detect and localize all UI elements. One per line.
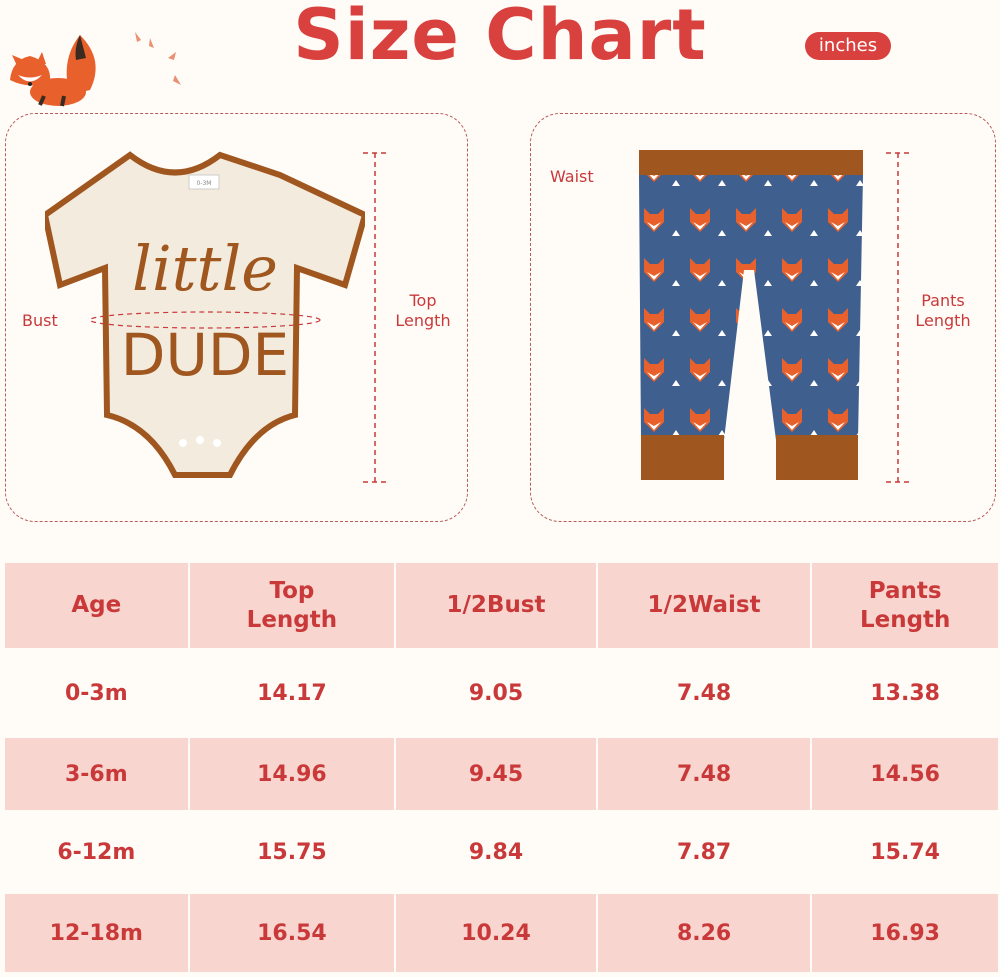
- cell-half-waist: 7.87: [597, 812, 811, 892]
- cell-half-bust: 10.24: [396, 894, 596, 972]
- cell-half-bust: 9.05: [396, 650, 596, 736]
- cell-age: 6-12m: [5, 812, 188, 892]
- header-text: Top: [269, 577, 315, 604]
- header-half-bust: 1/2Bust: [396, 563, 596, 648]
- page-title: Size Chart: [293, 0, 707, 76]
- cell-pants-length: 13.38: [812, 650, 998, 736]
- bust-label: Bust: [22, 311, 58, 330]
- waist-label: Waist: [550, 167, 594, 186]
- header-text: 1/2Bust: [446, 592, 546, 618]
- cell-age: 0-3m: [5, 650, 188, 736]
- cell-half-waist: 7.48: [597, 650, 811, 736]
- pants-length-label: Pants Length: [908, 291, 978, 331]
- header-age: Age: [5, 563, 188, 648]
- print-dude: DUDE: [121, 321, 289, 389]
- print-little: little: [132, 232, 278, 305]
- top-length-label: Top Length: [388, 291, 458, 331]
- header-text: 1/2Waist: [647, 592, 761, 618]
- cell-pants-length: 16.93: [812, 894, 998, 972]
- table-row: 12-18m 16.54 10.24 8.26 16.93: [5, 894, 998, 972]
- top-length-label-line2: Length: [395, 311, 451, 330]
- cell-pants-length: 14.56: [812, 738, 998, 810]
- fox-illustration-icon: [10, 32, 181, 107]
- table-row: 6-12m 15.75 9.84 7.87 15.74: [5, 812, 998, 892]
- pants-length-label-line2: Length: [915, 311, 971, 330]
- table-header-row: Age Top Length 1/2Bust 1/2Waist Pants Leng…: [5, 563, 998, 648]
- cell-age: 3-6m: [5, 738, 188, 810]
- top-length-label-line1: Top: [409, 291, 437, 310]
- cell-half-waist: 8.26: [597, 894, 811, 972]
- bodysuit-image: 0-3M little DUDE: [45, 151, 365, 478]
- bust-measure-line: [89, 311, 321, 329]
- table-row: 3-6m 14.96 9.45 7.48 14.56: [5, 738, 998, 810]
- header-text: Length: [859, 606, 951, 633]
- pants-length-measure-line: [886, 152, 910, 483]
- cell-top-length: 14.96: [189, 738, 395, 810]
- pants-length-label-line1: Pants: [921, 291, 965, 310]
- cell-age: 12-18m: [5, 894, 188, 972]
- cell-top-length: 16.54: [189, 894, 395, 972]
- header-top-length: Top Length: [189, 563, 395, 648]
- top-length-measure-line: [363, 152, 387, 483]
- size-table: Age Top Length 1/2Bust 1/2Waist Pants Leng…: [5, 563, 998, 974]
- header-text: Pants: [868, 577, 942, 604]
- top-measurement-panel: [5, 113, 468, 522]
- pants-measurement-panel: [530, 113, 996, 522]
- size-tag: 0-3M: [197, 180, 212, 187]
- table-row: 0-3m 14.17 9.05 7.48 13.38: [5, 650, 998, 736]
- cell-top-length: 15.75: [189, 812, 395, 892]
- header-pants-length: Pants Length: [812, 563, 998, 648]
- cell-pants-length: 15.74: [812, 812, 998, 892]
- pants-image: [639, 150, 863, 480]
- header-text: Age: [71, 592, 122, 618]
- cell-top-length: 14.17: [189, 650, 395, 736]
- cell-half-waist: 7.48: [597, 738, 811, 810]
- cell-half-bust: 9.45: [396, 738, 596, 810]
- unit-badge: inches: [805, 32, 891, 60]
- cell-half-bust: 9.84: [396, 812, 596, 892]
- header-half-waist: 1/2Waist: [597, 563, 811, 648]
- header-text: Length: [246, 606, 338, 633]
